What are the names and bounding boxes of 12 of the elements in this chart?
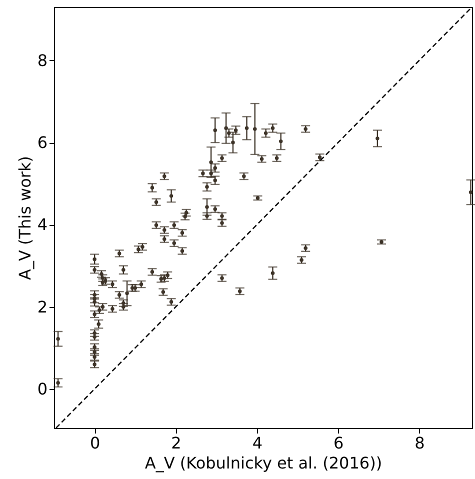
- y-tick-label: 6: [37, 133, 48, 152]
- x-tick-label: 4: [252, 434, 263, 452]
- y-tick-label: 2: [37, 297, 48, 316]
- x-tick-label: 2: [171, 434, 182, 452]
- x-tick-label: 0: [90, 434, 100, 452]
- y-tick-label: 0: [37, 379, 48, 398]
- x-tick-label: 8: [414, 434, 425, 452]
- x-tick-label: 6: [333, 434, 344, 452]
- y-tick-label: 4: [37, 215, 48, 234]
- y-axis-title: A_V (This work): [15, 156, 34, 280]
- x-axis-title: A_V (Kobulnicky et al. (2016)): [144, 454, 382, 472]
- y-tick-label: 8: [37, 50, 48, 70]
